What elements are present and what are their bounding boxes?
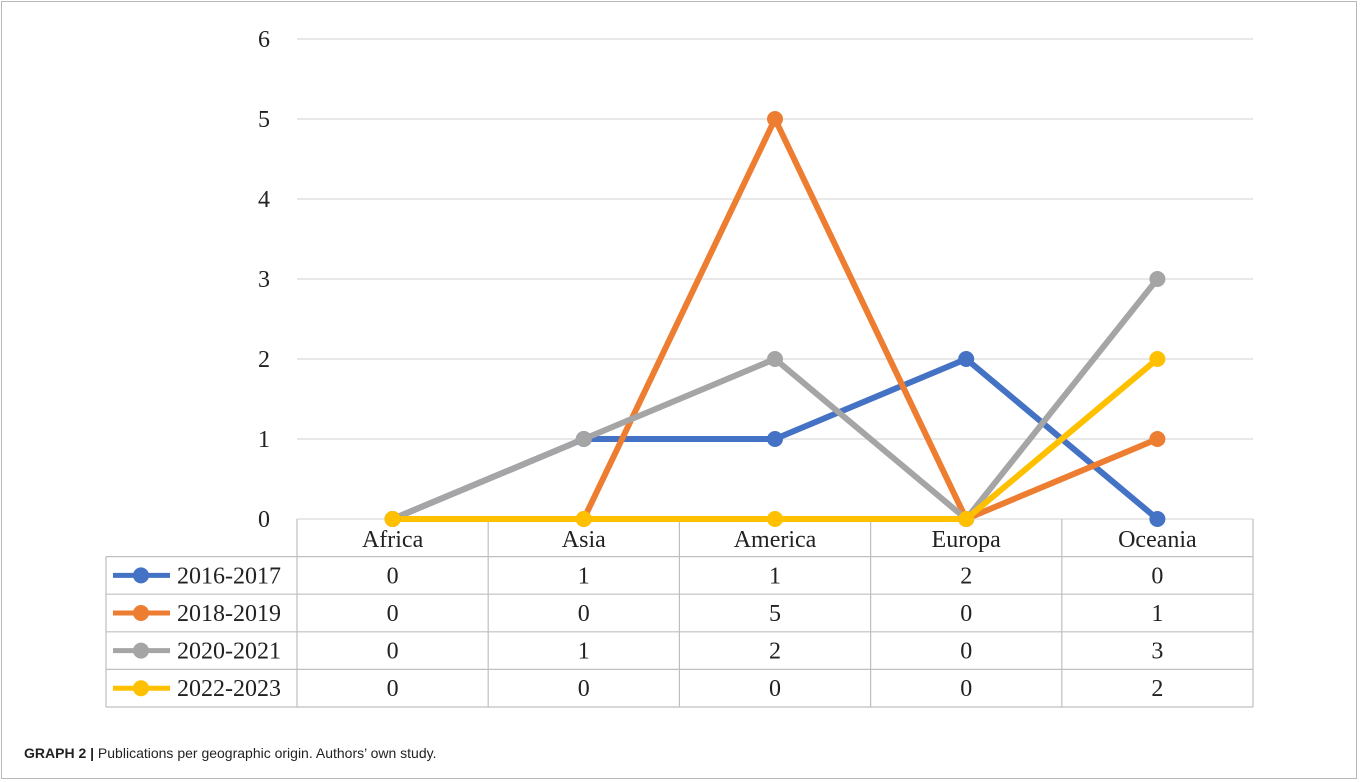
legend-marker bbox=[133, 605, 149, 621]
legend-label: 2022-2023 bbox=[177, 676, 281, 702]
series-points bbox=[384, 111, 1166, 527]
table-cell-value: 2 bbox=[1151, 676, 1163, 702]
table-cell-value: 0 bbox=[960, 676, 972, 702]
y-tick-label: 6 bbox=[258, 27, 270, 53]
table-cell-value: 2 bbox=[960, 563, 972, 589]
category-label: America bbox=[734, 527, 817, 553]
legend-marker bbox=[133, 680, 149, 697]
data-point bbox=[767, 351, 783, 367]
table-cell-value: 2 bbox=[769, 639, 781, 665]
table-cell-value: 0 bbox=[387, 563, 399, 589]
table-cell-value: 1 bbox=[578, 639, 590, 665]
category-label: Europa bbox=[932, 527, 1002, 553]
table-cell-value: 0 bbox=[387, 676, 399, 702]
table-cell-value: 0 bbox=[960, 639, 972, 665]
category-label: Asia bbox=[562, 527, 606, 553]
table-cell-value: 1 bbox=[1151, 601, 1163, 627]
data-point bbox=[1149, 431, 1166, 447]
data-point bbox=[767, 431, 783, 447]
y-axis-ticks: 0 1 2 3 4 5 6 bbox=[258, 27, 270, 533]
y-tick-label: 0 bbox=[258, 507, 270, 533]
legend-marker bbox=[133, 642, 149, 659]
table-cell-value: 1 bbox=[578, 563, 590, 589]
category-label: Oceania bbox=[1118, 527, 1197, 553]
legend-marker bbox=[133, 567, 149, 584]
table-cell-value: 0 bbox=[387, 639, 399, 665]
table-cell-value: 0 bbox=[769, 676, 781, 702]
legend-label: 2016-2017 bbox=[177, 563, 281, 589]
data-point bbox=[767, 511, 783, 527]
y-tick-label: 1 bbox=[258, 427, 270, 453]
table-cell-value: 5 bbox=[769, 601, 781, 627]
table-cell-value: 0 bbox=[1151, 563, 1163, 589]
data-point bbox=[384, 511, 401, 527]
data-point bbox=[575, 511, 592, 527]
data-point bbox=[767, 111, 783, 127]
data-point bbox=[1149, 511, 1166, 527]
category-label: Africa bbox=[362, 527, 424, 553]
series-lines bbox=[389, 116, 1161, 522]
data-point bbox=[1149, 271, 1166, 287]
data-point bbox=[575, 431, 592, 447]
y-tick-label: 2 bbox=[258, 347, 270, 373]
series-line bbox=[389, 276, 1161, 522]
data-table: Africa Asia America Europa Oceania 2016-2017 0… bbox=[105, 519, 1254, 708]
data-point bbox=[958, 511, 975, 527]
table-cell-value: 3 bbox=[1151, 639, 1163, 665]
y-tick-label: 5 bbox=[258, 107, 270, 133]
table-cell-value: 1 bbox=[769, 563, 781, 589]
table-cell-value: 0 bbox=[960, 601, 972, 627]
table-cell-value: 0 bbox=[578, 601, 590, 627]
table-cell-value: 0 bbox=[387, 601, 399, 627]
table-cell-value: 0 bbox=[578, 676, 590, 702]
legend-label: 2020-2021 bbox=[177, 639, 281, 665]
caption-text: Publications per geographic origin. Auth… bbox=[94, 745, 437, 761]
figure-caption: GRAPH 2 | Publications per geographic or… bbox=[24, 745, 436, 761]
data-point bbox=[1149, 351, 1166, 367]
caption-label: GRAPH 2 | bbox=[24, 745, 95, 761]
data-point bbox=[958, 351, 975, 367]
y-tick-label: 4 bbox=[258, 187, 270, 213]
legend-label: 2018-2019 bbox=[177, 601, 281, 627]
y-tick-label: 3 bbox=[258, 267, 270, 293]
series-line bbox=[389, 116, 1161, 522]
